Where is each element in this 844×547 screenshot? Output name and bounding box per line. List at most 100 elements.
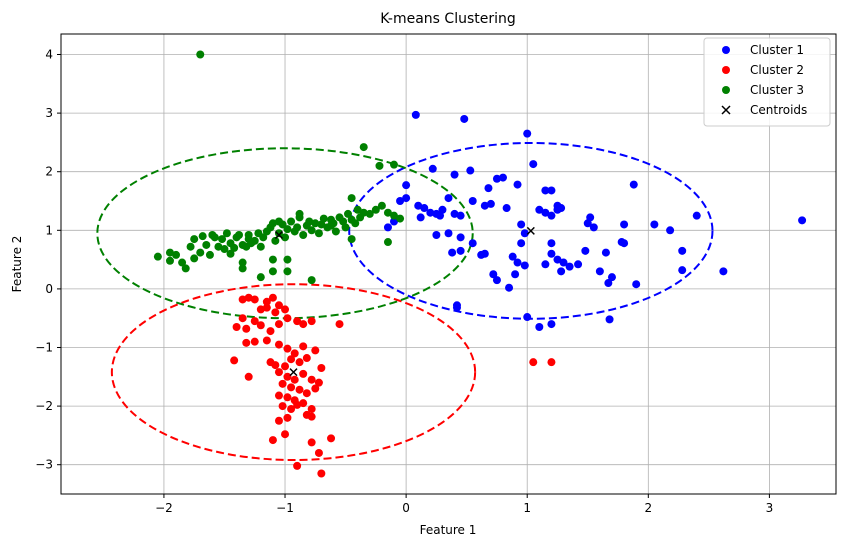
data-point <box>605 315 614 324</box>
data-point <box>541 260 550 269</box>
data-point <box>371 205 380 214</box>
data-point <box>480 249 489 258</box>
data-point <box>547 249 556 258</box>
legend-marker <box>722 46 730 54</box>
data-point <box>390 217 399 226</box>
data-point <box>396 214 405 223</box>
data-point <box>428 164 437 173</box>
data-point <box>307 412 316 421</box>
data-point <box>172 250 181 259</box>
data-point <box>450 170 459 179</box>
data-point <box>311 346 320 355</box>
data-point <box>202 240 211 249</box>
data-point <box>541 208 550 217</box>
data-point <box>589 223 598 232</box>
data-point <box>274 229 283 238</box>
data-point <box>678 246 687 255</box>
data-point <box>520 261 529 270</box>
data-point <box>529 358 538 367</box>
data-point <box>293 317 302 326</box>
data-point <box>331 227 340 236</box>
data-point <box>502 204 511 213</box>
data-point <box>278 402 287 411</box>
data-point <box>547 320 556 329</box>
data-point <box>281 430 290 439</box>
data-point <box>268 255 277 264</box>
data-point <box>557 267 566 276</box>
data-point <box>295 385 304 394</box>
data-point <box>307 317 316 326</box>
y-tick-label: 3 <box>45 106 53 120</box>
x-tick-label: −1 <box>276 501 294 515</box>
data-point <box>244 293 253 302</box>
centroid-marker <box>526 226 535 235</box>
data-point <box>283 267 292 276</box>
data-point <box>513 180 522 189</box>
data-point <box>205 250 214 259</box>
data-point <box>523 129 532 138</box>
data-point <box>302 389 311 398</box>
data-points <box>153 50 807 478</box>
plot-frame <box>60 33 837 495</box>
data-point <box>466 166 475 175</box>
data-point <box>390 211 399 220</box>
data-point <box>266 327 275 336</box>
cluster-ellipse <box>348 141 714 320</box>
data-point <box>650 220 659 229</box>
data-point <box>553 205 562 214</box>
data-point <box>595 267 604 276</box>
legend-box <box>703 37 831 127</box>
data-point <box>307 405 316 414</box>
data-point <box>390 160 399 169</box>
data-point <box>553 255 562 264</box>
data-point <box>250 337 259 346</box>
data-point <box>535 205 544 214</box>
data-point <box>629 180 638 189</box>
data-point <box>559 258 568 267</box>
data-point <box>238 295 247 304</box>
data-point <box>283 413 292 422</box>
data-point <box>541 186 550 195</box>
data-point <box>508 252 517 261</box>
data-point <box>283 393 292 402</box>
data-point <box>293 400 302 409</box>
data-point <box>274 368 283 377</box>
data-point <box>302 354 311 363</box>
data-point <box>319 214 328 223</box>
data-point <box>153 252 162 261</box>
data-point <box>230 356 239 365</box>
data-point <box>565 262 574 271</box>
data-point <box>283 344 292 353</box>
centroid-marker <box>274 230 283 240</box>
data-point <box>460 114 469 123</box>
data-point <box>222 229 231 238</box>
data-point <box>666 226 675 235</box>
centroid-markers <box>274 226 535 377</box>
data-point <box>196 50 205 59</box>
data-point <box>436 211 445 220</box>
data-point <box>238 264 247 273</box>
data-point <box>293 461 302 470</box>
data-point <box>244 230 253 239</box>
data-point <box>290 375 299 384</box>
x-tick-label: 0 <box>402 501 410 515</box>
data-point <box>547 186 556 195</box>
data-point <box>214 242 223 251</box>
data-point <box>359 143 368 152</box>
data-point <box>299 369 308 378</box>
data-point <box>281 362 290 371</box>
data-point <box>574 260 583 269</box>
data-point <box>375 161 384 170</box>
data-point <box>283 225 292 234</box>
data-point <box>307 226 316 235</box>
x-tick-label: 1 <box>523 501 531 515</box>
data-point <box>484 184 493 193</box>
data-point <box>274 416 283 425</box>
legend-label: Cluster 1 <box>750 43 804 57</box>
data-point <box>402 181 411 190</box>
data-point <box>335 320 344 329</box>
data-point <box>250 236 259 245</box>
data-point <box>468 197 477 206</box>
data-point <box>250 295 259 304</box>
data-point <box>250 317 259 326</box>
